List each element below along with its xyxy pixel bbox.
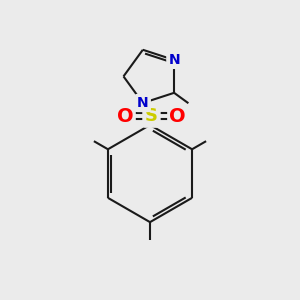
Text: N: N (137, 96, 148, 110)
Text: O: O (117, 106, 134, 126)
Text: N: N (137, 96, 148, 110)
Text: N: N (168, 53, 180, 67)
Text: S: S (145, 107, 158, 125)
Text: O: O (169, 106, 186, 126)
